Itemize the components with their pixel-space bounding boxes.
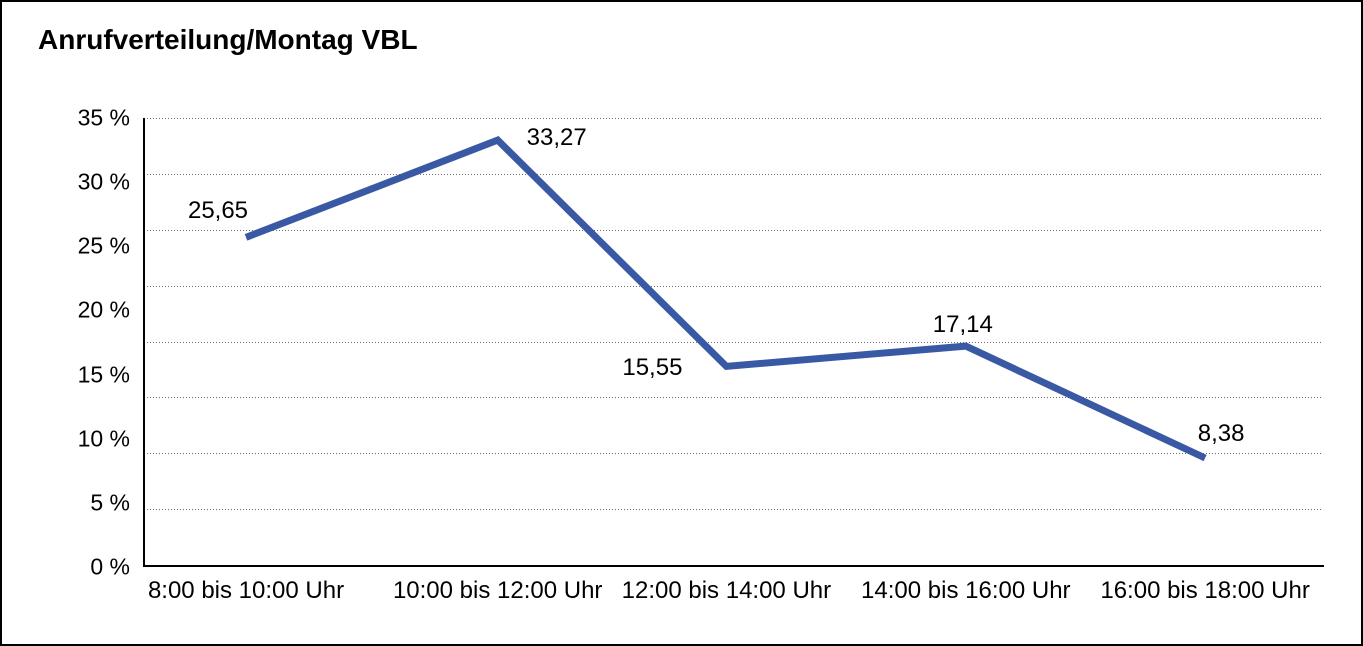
chart-title: Anrufverteilung/Montag VBL: [38, 24, 418, 55]
gridline: [144, 285, 1323, 287]
data-point-label: 8,38: [1197, 420, 1245, 447]
gridline: [144, 453, 1323, 455]
x-axis-category-label: 12:00 bis 14:00 Uhr: [621, 577, 832, 604]
x-axis-category-label: 8:00 bis 10:00 Uhr: [147, 577, 345, 604]
data-point-label: 33,27: [526, 124, 587, 152]
y-axis-tick-label: 20 %: [77, 296, 130, 323]
gridline: [144, 229, 1323, 231]
x-axis-line: [143, 565, 1324, 567]
gridline: [144, 509, 1323, 511]
y-axis-tick-label: 35 %: [77, 104, 130, 131]
y-axis-tick-label: 10 %: [77, 425, 130, 452]
data-point-label: 25,65: [187, 197, 249, 225]
gridline: [144, 118, 1323, 119]
y-axis-tick-label: 25 %: [77, 232, 130, 259]
data-point-label: 17,14: [932, 311, 993, 339]
data-point-label: 15,55: [622, 354, 683, 382]
x-axis-category-label: 10:00 bis 12:00 Uhr: [392, 577, 603, 604]
gridline: [144, 341, 1323, 343]
y-axis-tick-label: 30 %: [77, 168, 130, 195]
y-axis-line: [143, 118, 145, 567]
x-axis-category-label: 14:00 bis 16:00 Uhr: [861, 577, 1071, 604]
gridline: [144, 173, 1323, 175]
y-axis-tick-label: 5 %: [90, 489, 130, 516]
data-line: [244, 136, 1207, 462]
x-axis-category-label: 16:00 bis 18:00 Uhr: [1100, 577, 1310, 604]
y-axis-tick-label: 15 %: [77, 361, 130, 388]
gridline: [144, 397, 1323, 399]
y-axis-tick-label: 0 %: [90, 553, 130, 580]
